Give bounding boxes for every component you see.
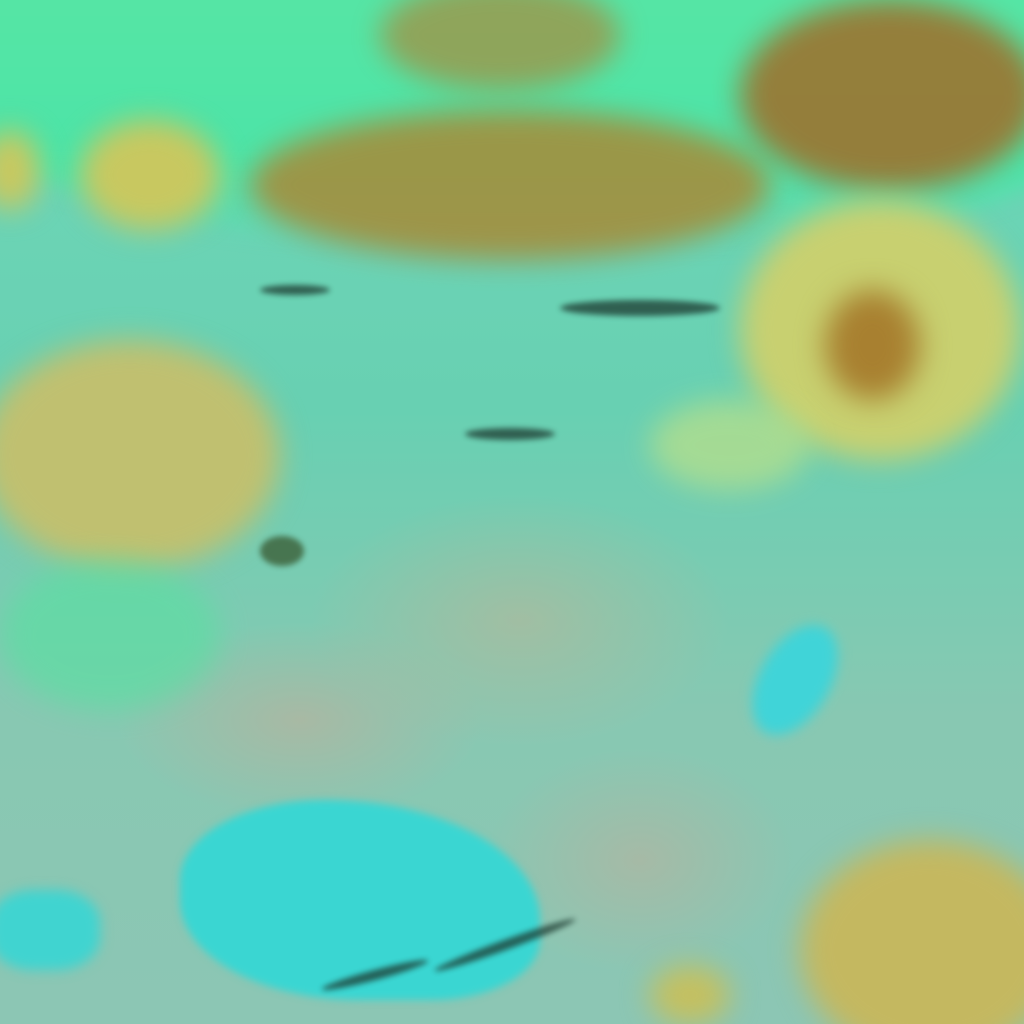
southern-water-body xyxy=(180,800,540,1000)
mountain-region-north xyxy=(250,110,770,260)
eastern-bright-fringe xyxy=(650,400,810,490)
western-land-fringe xyxy=(0,560,220,710)
mountain-region-northeast xyxy=(740,0,1024,190)
western-land xyxy=(0,340,280,570)
yellow-patch-northwest xyxy=(80,120,220,230)
dark-speck xyxy=(560,300,720,316)
dark-speck xyxy=(260,285,330,295)
eastern-lake xyxy=(734,610,856,750)
southwest-water xyxy=(0,890,100,970)
dark-speck xyxy=(260,536,304,566)
southeast-land xyxy=(800,840,1024,1024)
eastern-mountain xyxy=(825,290,920,400)
south-small-land xyxy=(650,965,730,1024)
dark-speck xyxy=(465,428,555,440)
mountain-region-top xyxy=(380,0,620,90)
